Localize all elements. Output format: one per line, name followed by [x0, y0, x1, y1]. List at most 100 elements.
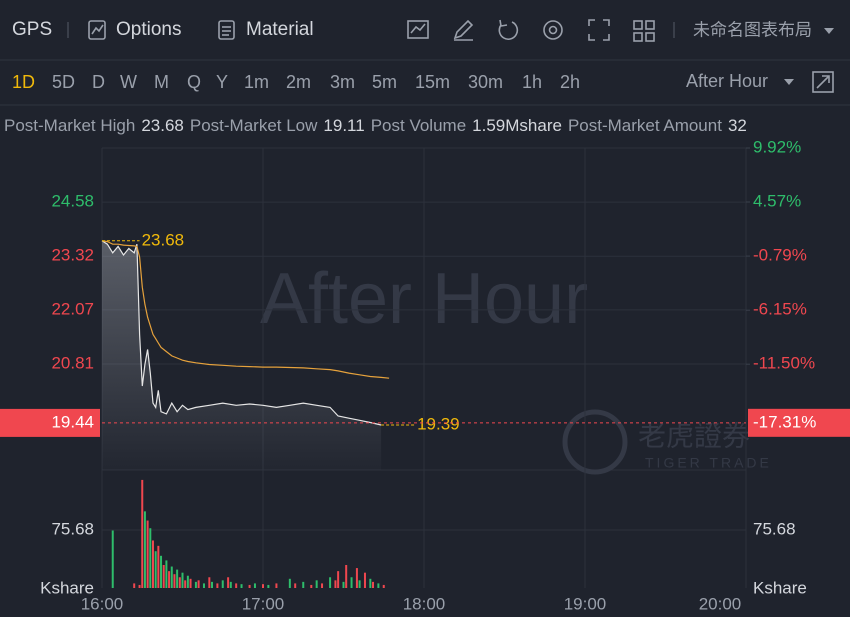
- dropdown-arrow: [824, 28, 834, 34]
- volume-tick-label: 75.68: [51, 519, 94, 538]
- volume-unit: Kshare: [40, 578, 94, 597]
- y2-tick-label: -11.50%: [753, 354, 815, 373]
- volume-bar: [170, 566, 173, 588]
- last-marker-label: 19.39: [417, 415, 460, 434]
- period-button[interactable]: 1m: [244, 72, 269, 92]
- options-button[interactable]: Options: [116, 19, 181, 40]
- volume-bar: [186, 575, 189, 588]
- volume-bar: [372, 581, 375, 588]
- volume-bar: [208, 577, 211, 588]
- period-button[interactable]: 5m: [372, 72, 397, 92]
- stat-label: Post-Market High: [4, 116, 135, 135]
- volume-bar: [262, 584, 264, 588]
- brand-sub: TIGER TRADE: [645, 455, 772, 471]
- volume-bar: [211, 581, 214, 588]
- volume-bar: [321, 583, 324, 588]
- volume-bar: [288, 578, 291, 588]
- expand-icon[interactable]: [812, 71, 834, 93]
- fullscreen-icon[interactable]: [588, 19, 610, 41]
- stat-label: Post-Market Amount: [568, 116, 722, 135]
- volume-bar: [133, 583, 136, 588]
- volume-bar: [302, 581, 305, 588]
- volume-bar: [178, 577, 181, 588]
- price-tag-label: 19.44: [51, 412, 94, 431]
- options-icon[interactable]: [88, 20, 106, 40]
- volume-bar: [267, 584, 270, 588]
- volume-bar: [382, 584, 385, 588]
- volume-bar: [275, 583, 278, 588]
- volume-bar: [337, 571, 340, 588]
- layout-menu[interactable]: 未命名图表布局: [693, 20, 812, 39]
- period-button[interactable]: 3m: [330, 72, 355, 92]
- draw-icon[interactable]: [453, 19, 474, 41]
- volume-bar: [154, 551, 157, 588]
- stat-value: 32: [728, 116, 747, 135]
- x-tick-label: 16:00: [81, 594, 124, 613]
- volume-bar: [253, 583, 256, 588]
- y-tick-label: 23.32: [51, 246, 94, 265]
- period-button[interactable]: W: [120, 72, 137, 92]
- layout-icon[interactable]: [633, 20, 655, 42]
- period-button[interactable]: 1h: [522, 72, 542, 92]
- period-button[interactable]: Y: [216, 72, 228, 92]
- volume-bar: [141, 479, 144, 588]
- indicator-icon[interactable]: [407, 20, 429, 39]
- period-button[interactable]: 2h: [560, 72, 580, 92]
- volume-bar: [221, 580, 224, 588]
- volume-bar: [202, 583, 205, 588]
- x-tick-label: 18:00: [403, 594, 446, 613]
- volume-bar: [160, 555, 163, 588]
- volume-bar: [310, 584, 313, 588]
- reset-icon[interactable]: [498, 19, 519, 41]
- volume-bar: [143, 511, 146, 588]
- volume-unit: Kshare: [753, 578, 807, 597]
- material-button[interactable]: Material: [246, 19, 314, 40]
- volume-bar: [151, 540, 154, 588]
- material-icon[interactable]: [218, 20, 235, 40]
- x-tick-label: 17:00: [242, 594, 285, 613]
- stat-label: Post-Market Low: [190, 116, 318, 135]
- volume-tick-label: 75.68: [753, 519, 796, 538]
- stat-value: 1.59Mshare: [472, 116, 562, 135]
- change-tag-label: -17.31%: [753, 412, 816, 431]
- period-button[interactable]: Q: [187, 72, 201, 92]
- settings-icon[interactable]: [543, 20, 563, 40]
- period-button[interactable]: M: [154, 72, 169, 92]
- volume-bar: [345, 565, 348, 588]
- x-tick-label: 20:00: [699, 594, 742, 613]
- y2-tick-label: 4.57%: [753, 191, 801, 210]
- symbol[interactable]: GPS: [12, 19, 52, 40]
- average-line: [101, 240, 390, 379]
- volume-bar: [176, 569, 179, 588]
- period-button[interactable]: 30m: [468, 72, 503, 92]
- volume-bar: [165, 560, 168, 588]
- brand: 老虎證券: [638, 420, 750, 451]
- price-line: [101, 240, 382, 426]
- period-button[interactable]: 1D: [12, 72, 35, 92]
- volume-bar: [227, 577, 230, 588]
- y2-tick-label: -0.79%: [753, 246, 807, 265]
- stat-label: Post Volume: [371, 116, 466, 135]
- dropdown-arrow: [784, 79, 794, 85]
- volume-bar: [358, 580, 361, 588]
- period-button[interactable]: D: [92, 72, 105, 92]
- volume-bar: [197, 580, 200, 588]
- period-button[interactable]: 15m: [415, 72, 450, 92]
- volume-bar: [111, 530, 114, 588]
- period-button[interactable]: 2m: [286, 72, 311, 92]
- volume-bar: [377, 583, 380, 588]
- volume-bar: [181, 572, 184, 588]
- session-menu[interactable]: After Hour: [686, 71, 768, 91]
- volume-bar: [149, 528, 152, 588]
- volume-bar: [173, 574, 176, 588]
- period-button[interactable]: 5D: [52, 72, 75, 92]
- volume-bar: [194, 581, 197, 588]
- volume-bar: [342, 581, 345, 588]
- change-tag: [748, 408, 850, 437]
- stats-line: Post-Market High 23.68 Post-Market Low 19.1…: [4, 116, 747, 135]
- volume-bar: [369, 578, 372, 588]
- volume-bar: [355, 568, 358, 588]
- brand-logo: [562, 409, 628, 475]
- volume-bar: [157, 545, 160, 588]
